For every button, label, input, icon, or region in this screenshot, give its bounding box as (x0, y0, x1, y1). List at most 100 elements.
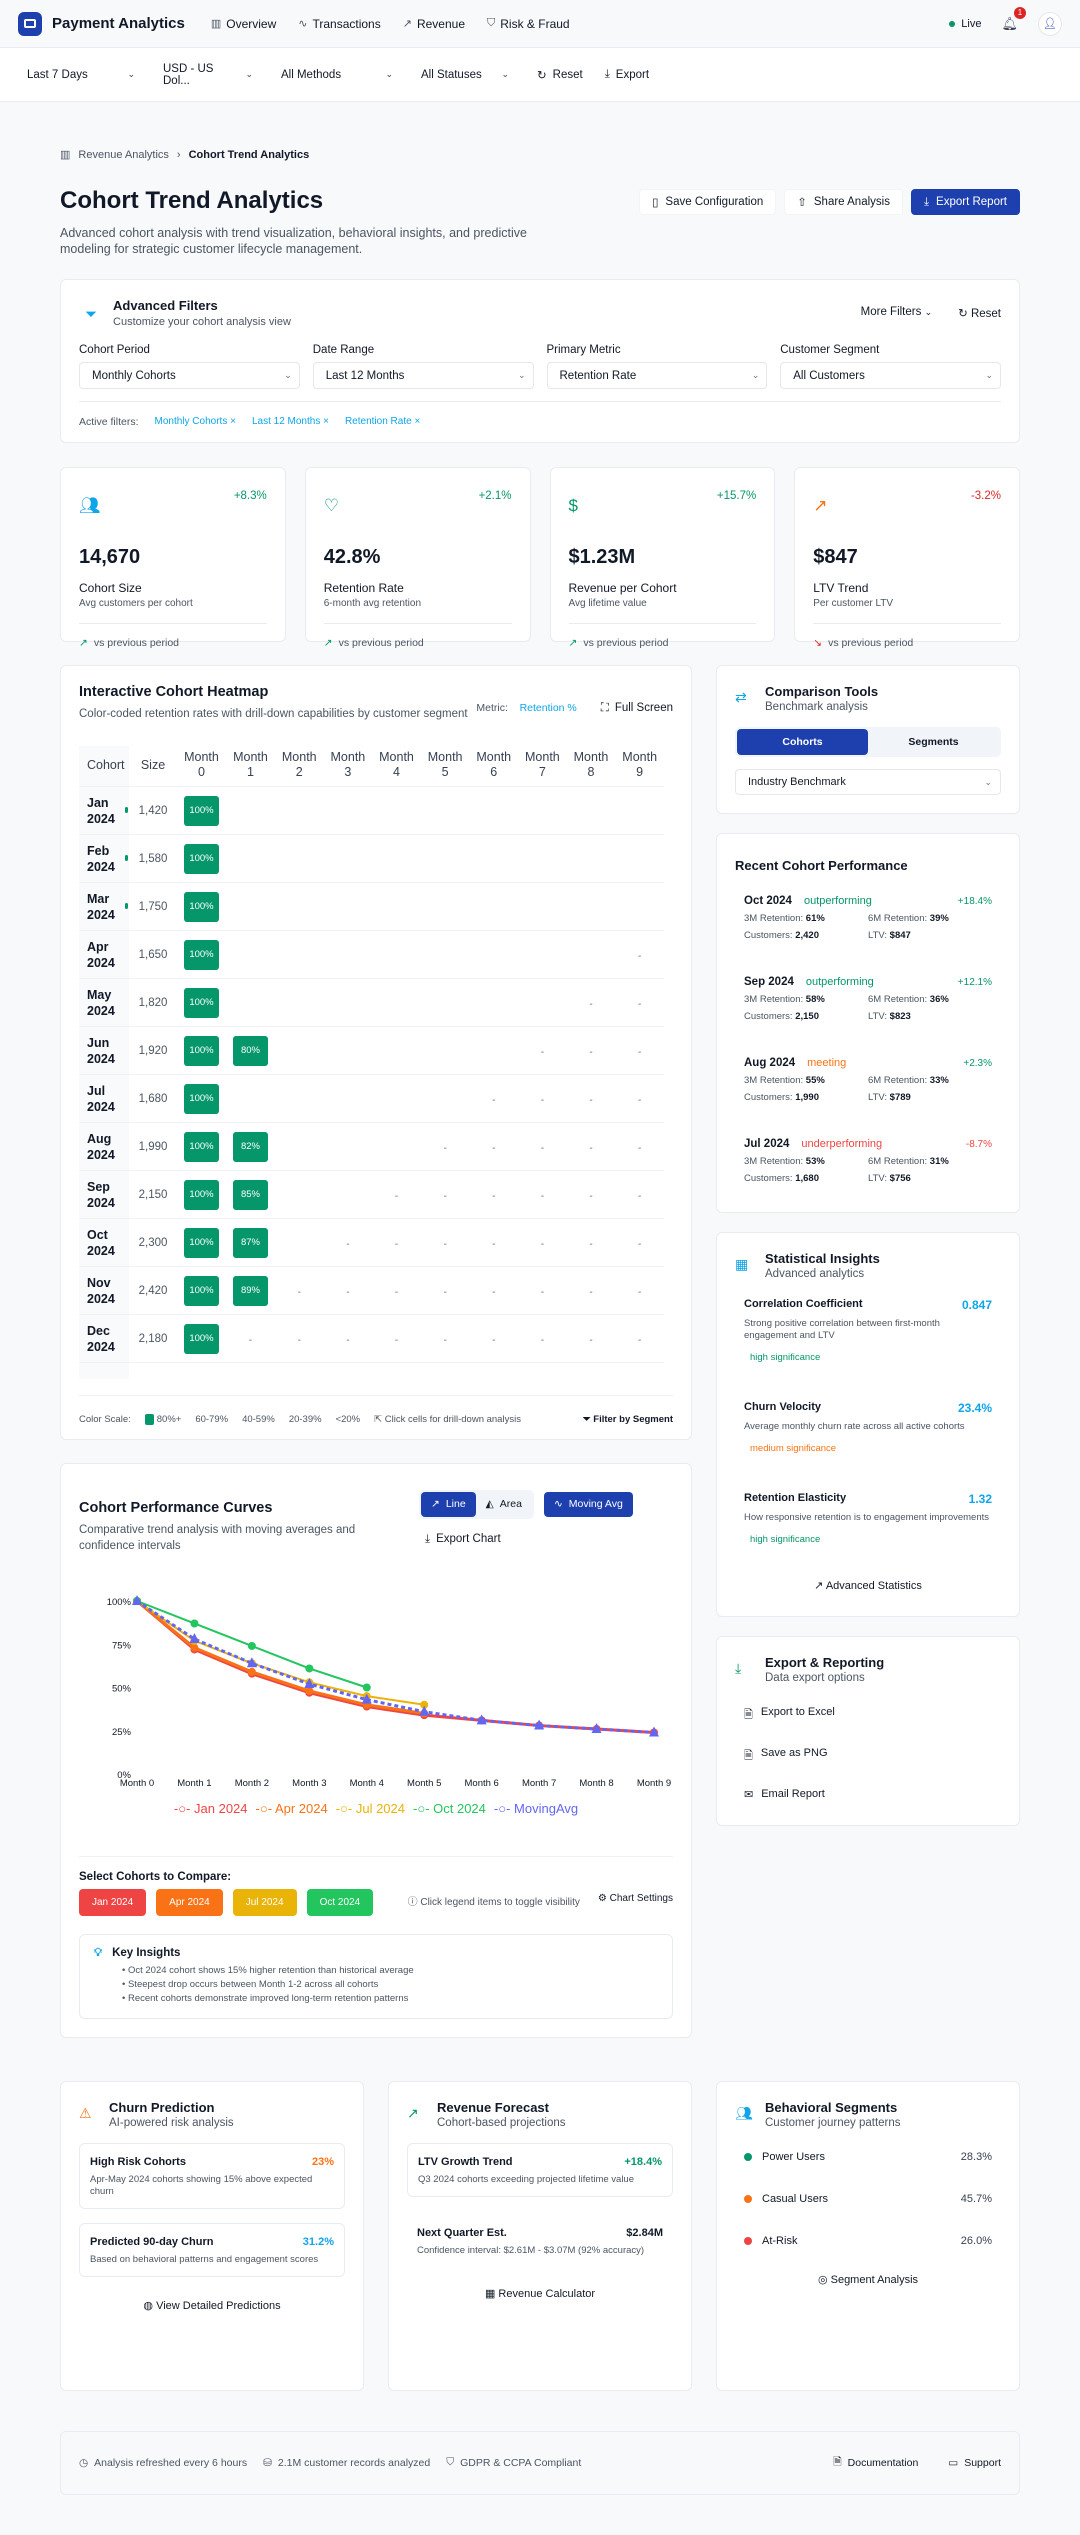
primary-metric-select[interactable]: Retention Rate ⌄ (546, 362, 768, 389)
export-button[interactable]: ⤓ Export (605, 68, 649, 81)
download-icon: ⤓ (425, 1532, 431, 1545)
active-filter-chip[interactable]: Retention Rate × (344, 416, 421, 427)
breadcrumb-parent[interactable]: Revenue Analytics (78, 148, 169, 161)
heatmap-cell[interactable]: 100% (183, 1275, 219, 1306)
heatmap-cell[interactable]: 100% (183, 795, 219, 826)
metric-value-select[interactable]: Retention % (519, 702, 577, 714)
reset-button[interactable]: ↻ Reset (537, 68, 583, 82)
email-report-button[interactable]: ✉ Email Report (735, 1788, 1001, 1801)
heatmap-cell[interactable]: 80% (232, 1035, 268, 1066)
data-point[interactable] (305, 1663, 314, 1672)
heatmap-cell[interactable]: 100% (183, 1323, 219, 1354)
more-filters-button[interactable]: More Filters ⌄ (861, 306, 932, 320)
date-range-select[interactable]: Last 12 Months ⌄ (312, 362, 534, 389)
heatmap-cell[interactable]: 100% (183, 939, 219, 970)
legend-item[interactable]: -○- Jul 2024 (336, 1801, 405, 1816)
heatmap-cell[interactable]: 89% (232, 1275, 268, 1306)
method-select[interactable]: All Methods ⌄ (281, 69, 393, 81)
notifications-button[interactable]: 🔔︎ 1 (1001, 6, 1026, 32)
data-point[interactable] (247, 1641, 256, 1650)
data-point[interactable] (190, 1619, 199, 1628)
support-link[interactable]: ▭ Support (948, 2454, 1001, 2472)
segment-analysis-button[interactable]: ◎ Segment Analysis (735, 2273, 1001, 2286)
heatmap-cell[interactable]: 100% (183, 891, 219, 922)
legend-item[interactable]: -○- Jan 2024 (174, 1801, 248, 1816)
customers: 1,990 (795, 1092, 819, 1103)
heatmap-cell[interactable]: 100% (183, 1083, 219, 1114)
tab-segments[interactable]: Segments (908, 736, 959, 748)
nav-transactions[interactable]: ∿ Transactions (298, 17, 380, 31)
data-point[interactable] (476, 1713, 487, 1724)
data-point[interactable] (362, 1683, 371, 1692)
compare-cohort-jan-2024[interactable]: Jan 2024 (79, 1888, 147, 1916)
legend-item[interactable]: -○- Oct 2024 (413, 1801, 486, 1816)
nav-overview[interactable]: ▥ Overview (211, 17, 276, 31)
customer-segment-select[interactable]: All Customers ⌄ (780, 362, 1001, 389)
moving-avg-button[interactable]: ∿ Moving Avg (543, 1491, 633, 1517)
heatmap-cell[interactable]: 87% (232, 1227, 268, 1258)
line-chart-button[interactable]: ↗ Line (421, 1491, 476, 1517)
legend-item[interactable]: -○- MovingAvg (494, 1801, 578, 1816)
save-as-png-button[interactable]: 🗎 Save as PNG (735, 1747, 1001, 1766)
compare-cohort-jul-2024[interactable]: Jul 2024 (232, 1888, 297, 1916)
export-report-button[interactable]: ⤓ Export Report (910, 189, 1020, 215)
share-analysis-button[interactable]: ⇧ Share Analysis (784, 189, 903, 215)
advanced-statistics-button[interactable]: ↗ Advanced Statistics (735, 1579, 1001, 1592)
export-to-excel-button[interactable]: 🗎 Export to Excel (735, 1706, 1001, 1725)
series-line[interactable] (136, 1599, 655, 1734)
currency-select[interactable]: USD - US Dol... ⌄ (163, 63, 253, 87)
heatmap-cell[interactable]: 100% (183, 1227, 219, 1258)
cohort-label: Mar 2024 (79, 882, 129, 931)
data-point[interactable] (190, 1643, 199, 1652)
benchmark-select[interactable]: Industry Benchmark ⌄ (735, 769, 1001, 795)
period-select[interactable]: Last 7 Days ⌄ (27, 69, 135, 81)
heatmap-cell[interactable]: 100% (183, 987, 219, 1018)
heatmap-cell[interactable]: 100% (183, 1131, 219, 1162)
data-point[interactable] (189, 1632, 200, 1643)
status-select[interactable]: All Statuses ⌄ (421, 69, 509, 81)
chart-settings-button[interactable]: ⚙ Chart Settings (598, 1893, 673, 1908)
data-point[interactable] (591, 1722, 602, 1733)
data-point[interactable] (361, 1693, 372, 1704)
heatmap-cell[interactable]: 100% (183, 1179, 219, 1210)
empty-cell: - (443, 1238, 447, 1250)
data-point[interactable] (649, 1725, 659, 1736)
export-chart-button[interactable]: ⤓ Export Chart (419, 1533, 633, 1546)
series-line[interactable] (136, 1599, 425, 1715)
data-point[interactable] (132, 1594, 142, 1605)
heatmap-cell[interactable]: 82% (232, 1131, 268, 1162)
heatmap-cell[interactable]: 85% (232, 1179, 268, 1210)
area-chart-button[interactable]: ◭ Area (476, 1492, 532, 1517)
cohort-period-select[interactable]: Monthly Cohorts ⌄ (79, 362, 300, 389)
curves-title: Cohort Performance Curves (79, 1499, 273, 1516)
data-point[interactable] (534, 1719, 545, 1730)
heatmap-cell[interactable]: 100% (183, 843, 219, 874)
active-filter-chip[interactable]: Monthly Cohorts × (154, 416, 236, 427)
active-filter-chip[interactable]: Last 12 Months × (251, 416, 329, 427)
user-avatar-button[interactable]: 👤︎ (1038, 11, 1062, 36)
save-configuration-button[interactable]: ▯ Save Configuration (639, 189, 777, 215)
data-point[interactable] (420, 1700, 429, 1709)
heatmap-cell[interactable]: 100% (183, 1035, 219, 1066)
legend-item[interactable]: -○- Apr 2024 (256, 1801, 328, 1816)
filters-reset-button[interactable]: ↻ Reset (958, 306, 1001, 320)
compare-cohort-oct-2024[interactable]: Oct 2024 (306, 1888, 374, 1916)
full-screen-button[interactable]: ⛶ Full Screen (601, 702, 673, 715)
compare-cohort-apr-2024[interactable]: Apr 2024 (156, 1888, 223, 1916)
series-line[interactable] (136, 1599, 425, 1706)
retention-line-chart[interactable]: 0% 25% 50% 75% 100% Month 0 Month 1 Month 2 Mont… (79, 1574, 675, 1804)
tab-cohorts[interactable]: Cohorts (737, 729, 868, 755)
data-point[interactable] (304, 1677, 315, 1688)
documentation-link[interactable]: 🗎 Documentation (833, 2454, 918, 2472)
view-detailed-predictions-button[interactable]: ◍ View Detailed Predictions (79, 2299, 345, 2312)
data-point[interactable] (246, 1656, 257, 1667)
data-point[interactable] (419, 1705, 430, 1716)
data-point[interactable] (247, 1667, 256, 1676)
revenue-calculator-button[interactable]: ▦ Revenue Calculator (407, 2287, 673, 2300)
cohort-year: 2024 (87, 1195, 115, 1210)
nav-revenue[interactable]: ↗ Revenue (403, 17, 465, 31)
series-line[interactable] (136, 1599, 655, 1734)
data-point[interactable] (305, 1686, 314, 1695)
filter-by-segment-button[interactable]: ⏷ Filter by Segment (583, 1414, 673, 1425)
nav-risk-fraud[interactable]: ⛉ Risk & Fraud (487, 17, 570, 31)
